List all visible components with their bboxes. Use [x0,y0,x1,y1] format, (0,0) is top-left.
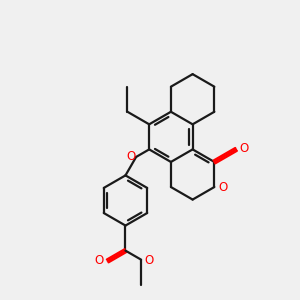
Text: O: O [145,254,154,267]
Text: O: O [126,150,135,164]
Text: O: O [239,142,248,155]
Text: O: O [95,254,104,267]
Text: O: O [218,181,227,194]
